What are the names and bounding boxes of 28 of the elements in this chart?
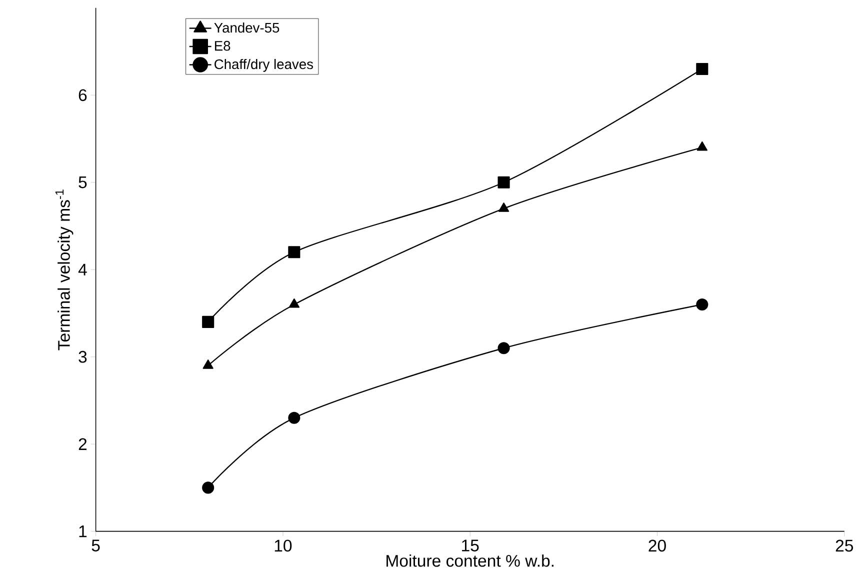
x-tick-label: 10 (274, 540, 292, 552)
x-tick-label: 15 (462, 540, 479, 552)
point (696, 63, 708, 76)
legend-label: Chaff/dry leaves (214, 59, 313, 72)
y-tick-label: 5 (78, 176, 87, 188)
x-tick-label: 20 (648, 540, 666, 552)
x-axis-title: Moiture content % w.b. (386, 554, 554, 567)
legend-label: E8 (214, 41, 230, 51)
point (288, 412, 300, 424)
y-tick-label: 2 (78, 438, 87, 450)
point (498, 176, 510, 189)
legend-label: Yandev-55 (214, 22, 280, 33)
y-tick-label: 3 (78, 351, 87, 363)
x-tick-label: 25 (836, 540, 854, 552)
point (288, 298, 300, 308)
x-tick-label: 5 (92, 540, 100, 552)
point (202, 360, 214, 370)
y-tick-label: 6 (78, 89, 87, 102)
y-tick-label: 4 (78, 264, 87, 276)
point (202, 482, 214, 494)
point (498, 202, 510, 212)
point (498, 342, 510, 354)
y-tick-label: 1 (79, 526, 87, 538)
point (202, 316, 214, 328)
point (696, 142, 708, 151)
point (696, 298, 708, 311)
point (288, 246, 300, 258)
y-axis-title: Terminal velocity ms$^{-1}$ (55, 190, 74, 350)
